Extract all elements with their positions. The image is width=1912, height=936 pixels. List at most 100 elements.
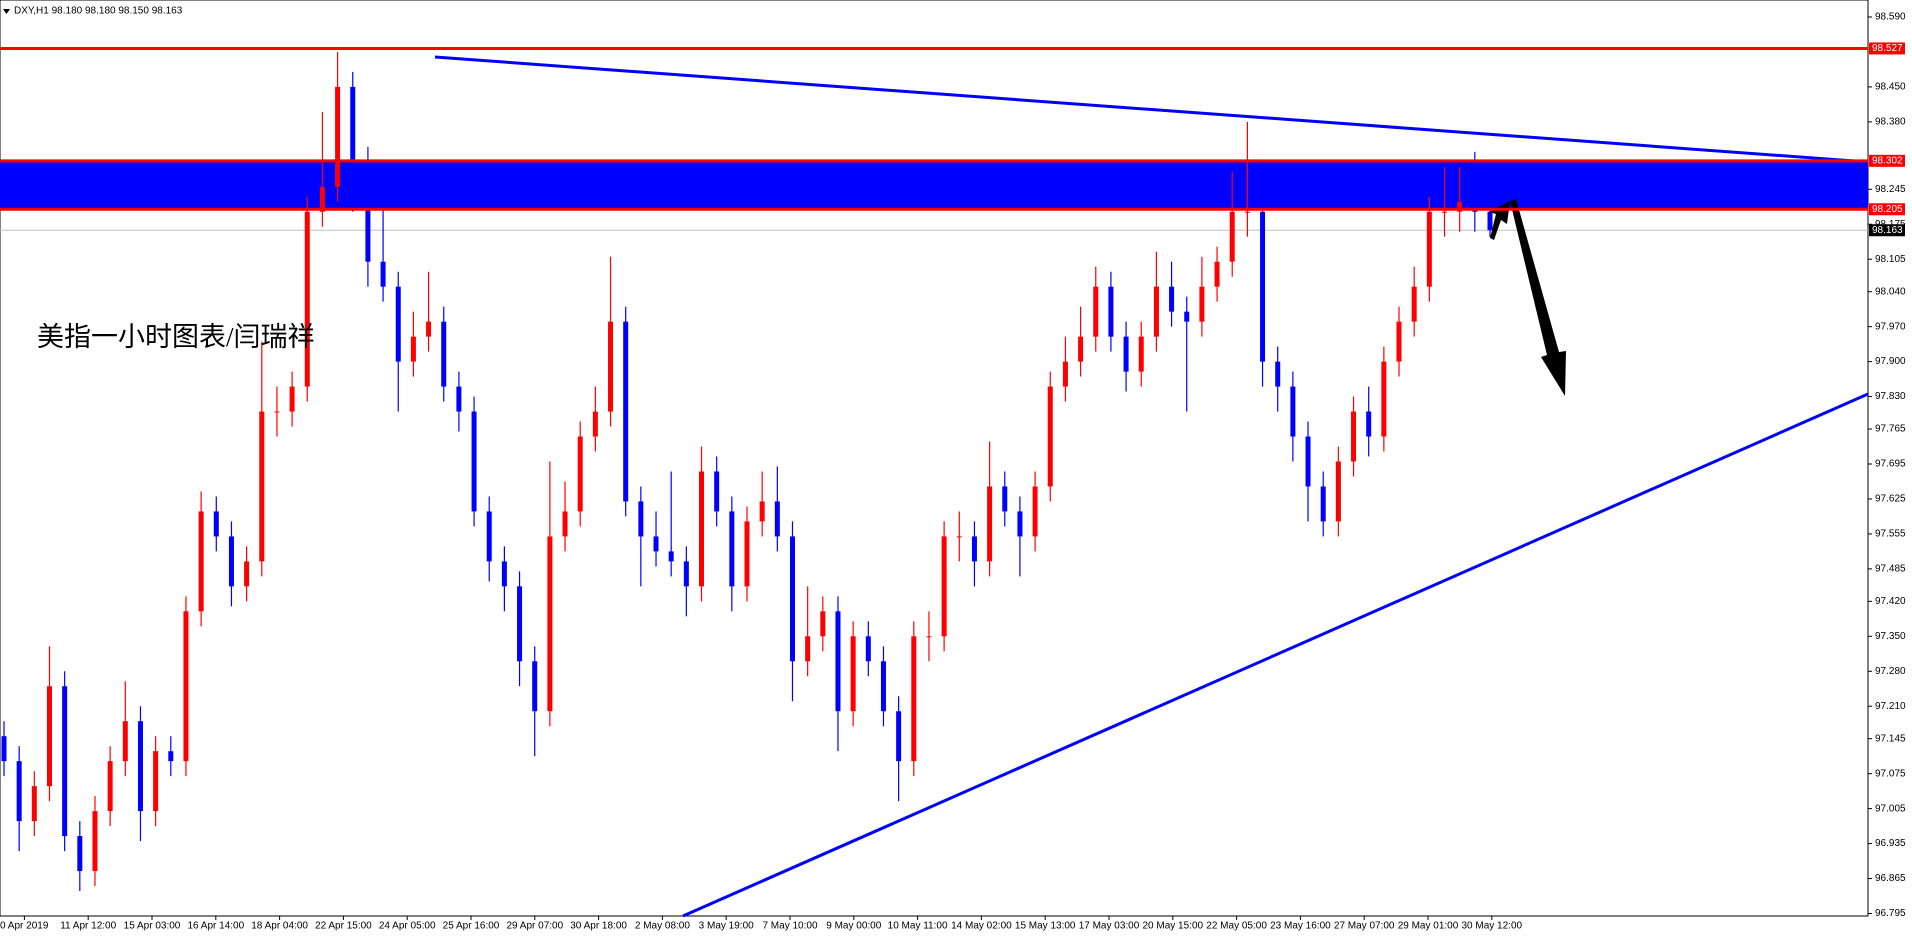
level-tag — [1869, 203, 1905, 216]
y-tick-label: 98.450 — [1875, 82, 1906, 93]
candle-body — [714, 471, 720, 512]
x-tick-label: 30 May 12:00 — [1461, 921, 1522, 932]
candle-body — [759, 501, 765, 522]
level-label: 98.527 — [1872, 43, 1903, 54]
candle-body — [1199, 286, 1205, 322]
y-tick-label: 97.420 — [1875, 596, 1906, 607]
y-tick-label: 97.830 — [1875, 391, 1906, 402]
x-tick-label: 15 Apr 03:00 — [124, 921, 181, 932]
candle-body — [1335, 461, 1341, 522]
candle-body — [835, 611, 841, 712]
x-tick-label: 0 Apr 2019 — [0, 921, 49, 932]
candle-body — [16, 761, 22, 822]
candle-body — [350, 86, 356, 162]
price-label: 98.163 — [1872, 225, 1903, 236]
candle-body — [699, 471, 705, 587]
y-tick-label: 97.695 — [1875, 459, 1906, 470]
candle-body — [137, 721, 143, 812]
candle-body — [198, 511, 204, 612]
candle-body — [805, 636, 811, 662]
y-tick-label: 98.040 — [1875, 286, 1906, 297]
candle-body — [653, 536, 659, 552]
candle-body — [987, 486, 993, 562]
candle-body — [62, 686, 68, 837]
y-tick-label: 97.350 — [1875, 631, 1906, 642]
axis-layer: 98.59098.45098.38098.24598.17598.10598.0… — [0, 12, 1906, 932]
candle-body — [183, 611, 189, 762]
y-tick-label: 96.795 — [1875, 908, 1906, 919]
candle-body — [46, 686, 52, 787]
candle-body — [638, 501, 644, 537]
y-tick-label: 98.590 — [1875, 12, 1906, 23]
candle-body — [319, 186, 325, 212]
candle-body — [577, 436, 583, 512]
x-tick-label: 10 May 11:00 — [888, 921, 948, 932]
x-tick-label: 3 May 19:00 — [699, 921, 754, 932]
y-tick-label: 97.280 — [1875, 666, 1906, 677]
candle-body — [1169, 286, 1175, 312]
candle-body — [820, 611, 826, 637]
candle-body — [668, 551, 674, 562]
y-tick-label: 98.380 — [1875, 117, 1906, 128]
candle-body — [1457, 201, 1463, 212]
candle-body — [1078, 336, 1084, 362]
candle-body — [259, 411, 265, 562]
y-tick-label: 97.970 — [1875, 321, 1906, 332]
candle-body — [971, 536, 977, 562]
candle-body — [1093, 286, 1099, 337]
y-tick-label: 97.075 — [1875, 768, 1906, 779]
y-tick-label: 98.245 — [1875, 184, 1906, 195]
candle-body — [335, 86, 341, 187]
candle-body — [122, 721, 128, 762]
candle-body — [153, 751, 159, 812]
candle-body — [441, 321, 447, 387]
y-tick-label: 98.105 — [1875, 254, 1906, 265]
candle-body — [274, 411, 280, 413]
y-tick-label: 96.865 — [1875, 873, 1906, 884]
candle-body — [1062, 361, 1068, 387]
candle-body — [410, 336, 416, 362]
candle-body — [1214, 261, 1220, 287]
candle-body — [1320, 486, 1326, 522]
candle-body — [774, 501, 780, 537]
candle-body — [486, 511, 492, 562]
candle-body — [850, 636, 856, 712]
candle-body — [426, 321, 432, 337]
candle-body — [956, 536, 962, 538]
candle-body — [501, 561, 507, 587]
y-tick-label: 97.765 — [1875, 424, 1906, 435]
candle-body — [92, 811, 98, 872]
y-tick-label: 96.935 — [1875, 838, 1906, 849]
candle-body — [683, 561, 689, 587]
candle-body — [213, 511, 219, 537]
candle-body — [744, 521, 750, 587]
candle-body — [1366, 411, 1372, 437]
candle-body — [729, 511, 735, 587]
candle-body — [532, 661, 538, 712]
price-tag — [1869, 224, 1905, 237]
plot-frame — [0, 0, 1869, 917]
candle-body — [228, 536, 234, 587]
x-tick-label: 18 Apr 04:00 — [251, 921, 308, 932]
level-tag — [1869, 42, 1905, 55]
x-tick-label: 23 May 16:00 — [1270, 921, 1331, 932]
level-label: 98.205 — [1872, 204, 1903, 215]
candle-body — [31, 786, 37, 822]
candle-body — [1305, 436, 1311, 487]
trend-line — [682, 392, 1869, 918]
candle-body — [911, 636, 917, 762]
x-tick-label: 17 May 03:00 — [1079, 921, 1140, 932]
candle-body — [304, 211, 310, 387]
menu-triangle[interactable] — [3, 9, 10, 14]
candle-body — [1138, 336, 1144, 372]
x-tick-label: 22 May 05:00 — [1206, 921, 1267, 932]
candle-body — [1, 736, 7, 762]
trend-line — [434, 55, 1869, 164]
x-tick-label: 29 Apr 07:00 — [506, 921, 563, 932]
candle-body — [456, 386, 462, 412]
candle-body — [1426, 211, 1432, 287]
x-tick-label: 11 Apr 12:00 — [60, 921, 116, 932]
candle-body — [1351, 411, 1357, 462]
x-tick-label: 25 Apr 16:00 — [443, 921, 500, 932]
resistance-zone — [0, 160, 1868, 210]
